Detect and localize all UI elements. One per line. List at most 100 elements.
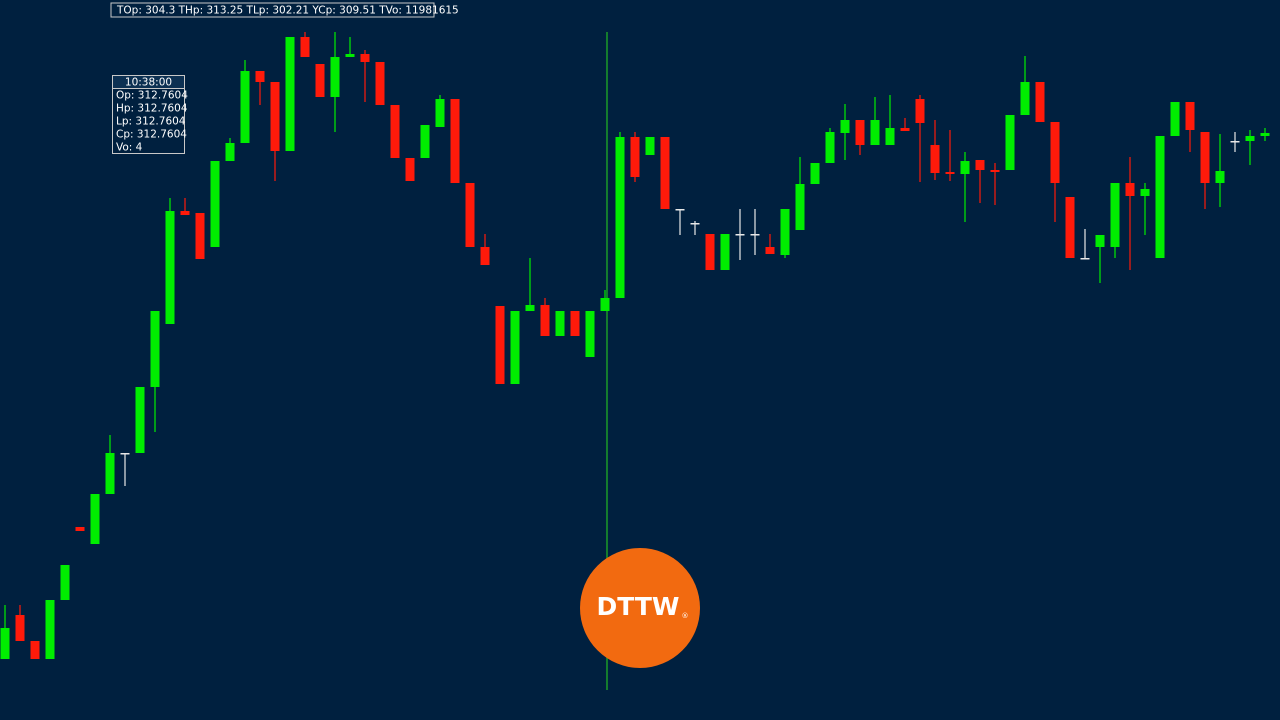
candle-body (1095, 235, 1105, 247)
candle-body (885, 128, 895, 145)
candle-body (900, 128, 910, 131)
tooltip-line: Lp: 312.7604 (116, 116, 186, 128)
candle-body (225, 143, 235, 161)
candle-body (840, 120, 850, 133)
candle-body (165, 211, 175, 324)
candle-body (750, 234, 760, 236)
candle-body (1170, 102, 1180, 136)
candle-body (945, 172, 955, 174)
tooltip-line: Op: 312.7604 (116, 90, 188, 102)
candle-body (300, 37, 310, 57)
candle-body (1230, 141, 1240, 143)
candle-body (375, 62, 385, 105)
candle-body (285, 37, 295, 151)
tooltip-header (112, 75, 185, 89)
candles (0, 32, 1270, 660)
candle-body (345, 54, 355, 57)
candle-body (495, 306, 505, 384)
candle-body (600, 298, 610, 311)
summary-text: TOp: 304.3 THp: 313.25 TLp: 302.21 YCp: … (116, 5, 459, 17)
candle-body (1110, 183, 1120, 247)
candle-body (705, 234, 715, 270)
candle-body (720, 234, 730, 270)
candle-body (405, 158, 415, 181)
candle-body (1020, 82, 1030, 115)
candle-body (795, 184, 805, 230)
candle-body (975, 160, 985, 170)
candle-body (0, 628, 10, 659)
candle-body (570, 311, 580, 336)
logo: DTTW ® (580, 548, 700, 668)
candle-body (150, 311, 160, 387)
candle-body (990, 170, 1000, 172)
candle-body (510, 311, 520, 384)
candle-body (915, 99, 925, 123)
candle-body (60, 565, 70, 600)
candle-body (1125, 183, 1135, 196)
candle-body (105, 453, 115, 494)
candle-body (435, 99, 445, 127)
candle-body (810, 163, 820, 184)
tooltip-line: Cp: 312.7604 (116, 129, 187, 141)
candle-body (630, 137, 640, 177)
candle-body (870, 120, 880, 145)
candle-body (855, 120, 865, 145)
candle-body (690, 223, 700, 225)
candle-body (960, 161, 970, 174)
candle-body (555, 311, 565, 336)
candle-body (1260, 133, 1270, 136)
candle-body (1080, 258, 1090, 260)
candle-body (1245, 136, 1255, 141)
candle-body (360, 54, 370, 62)
candle-body (195, 213, 205, 259)
candle-body (1050, 122, 1060, 183)
candle-body (75, 527, 85, 531)
candle-body (465, 183, 475, 247)
candle-body (1215, 171, 1225, 183)
candle-body (660, 137, 670, 209)
candle-body (330, 57, 340, 97)
candle-body (420, 125, 430, 158)
candle-body (825, 132, 835, 163)
candle-body (675, 209, 685, 211)
candle-body (780, 209, 790, 255)
candle-body (1035, 82, 1045, 122)
logo-circle (580, 548, 700, 668)
candle-body (1065, 197, 1075, 258)
candle-body (120, 453, 130, 455)
candle-body (180, 211, 190, 215)
candle-body (930, 145, 940, 173)
candle-body (270, 82, 280, 151)
candle-body (1200, 132, 1210, 183)
tooltip-time: 10:38:00 (125, 77, 172, 89)
logo-text: DTTW (596, 592, 679, 621)
candle-body (315, 64, 325, 97)
candle-body (210, 161, 220, 247)
candle-body (255, 71, 265, 82)
candle-body (540, 305, 550, 336)
tooltip-line: Vo: 4 (116, 142, 143, 154)
candle-body (615, 137, 625, 298)
candle-body (45, 600, 55, 659)
candle-body (240, 71, 250, 143)
summary-box (110, 2, 435, 18)
candle-body (645, 137, 655, 155)
candle-body (15, 615, 25, 641)
candle-body (525, 305, 535, 311)
candle-body (450, 99, 460, 183)
tooltip-line: Hp: 312.7604 (116, 103, 188, 115)
candle-body (390, 105, 400, 158)
candle-body (30, 641, 40, 659)
candle-body (480, 247, 490, 265)
candle-body (1185, 102, 1195, 130)
candle-body (1005, 115, 1015, 170)
candle-body (585, 311, 595, 357)
candle-body (135, 387, 145, 453)
logo-mark: ® (682, 612, 689, 620)
candle-body (765, 247, 775, 254)
candle-body (90, 494, 100, 544)
